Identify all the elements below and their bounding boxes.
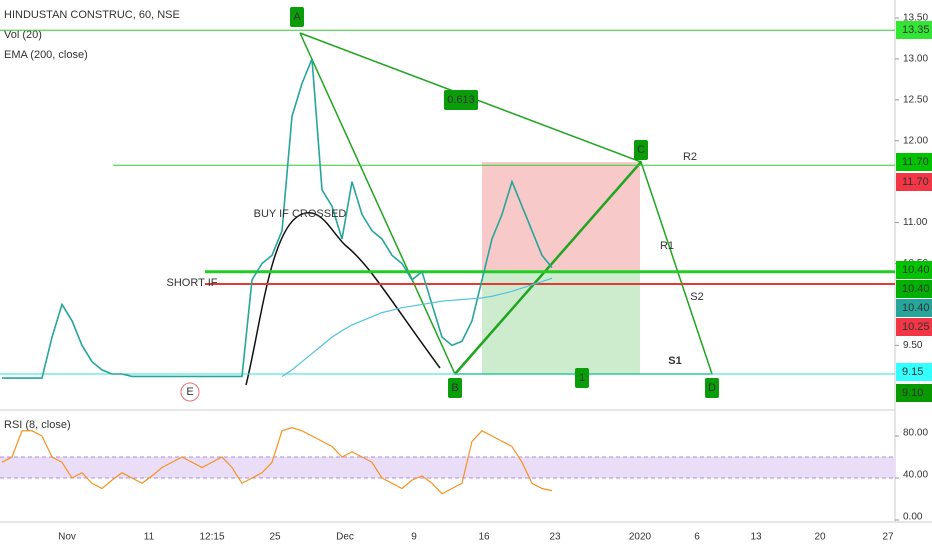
price-badge: [896, 173, 932, 191]
series-line: [1, 427, 553, 495]
price-badge: [896, 384, 932, 402]
series-line: [2, 58, 553, 379]
price-badge-label: 10.40: [902, 264, 930, 276]
x-tick-label: 2020: [629, 532, 652, 543]
annotation-label: BUY IF CROSSED: [254, 208, 347, 220]
x-tick-label: 23: [549, 532, 561, 543]
price-badge-label: 11.70: [902, 176, 929, 188]
pattern-label: D: [708, 382, 716, 394]
pattern-label: B: [451, 382, 458, 394]
price-badge-label: 10.40: [902, 283, 930, 295]
pattern-label-box: [448, 378, 462, 398]
rsi-title: RSI (8, close): [4, 419, 71, 431]
price-badge-label: 9.10: [902, 387, 923, 399]
profit-zone: [482, 270, 640, 374]
pattern-label-box: [705, 378, 719, 398]
indicator-label: Vol (20): [4, 29, 42, 41]
price-badge: [896, 280, 932, 298]
price-badge-label: 9.15: [902, 366, 923, 378]
annotation-label: SHORT IF: [167, 277, 218, 289]
x-tick-label: 16: [478, 532, 490, 543]
pattern-label-box: [444, 90, 478, 110]
axis: 9.5010.5011.0012.0012.5013.0013.500.0040…: [58, 13, 928, 543]
x-tick-label: 25: [269, 532, 281, 543]
x-tick-label: 6: [694, 532, 700, 543]
ema-black: [245, 212, 441, 386]
annotation-label: S1: [668, 355, 681, 367]
y-tick-label: 13.50: [903, 13, 928, 24]
x-tick-label: Dec: [336, 532, 354, 543]
y-tick-label: 0.00: [903, 512, 923, 523]
price-badge: [896, 261, 932, 279]
price-badge: [896, 318, 932, 336]
pattern-label-box: [575, 368, 589, 388]
x-tick-label: 9: [411, 532, 417, 543]
y-tick-label: 12.50: [903, 94, 928, 105]
series-line: [281, 277, 553, 377]
pattern-label: C: [637, 144, 645, 156]
price-badge-label: 10.40: [902, 302, 930, 314]
price-badge: [896, 21, 932, 39]
x-tick-label: 13: [750, 532, 762, 543]
price-badge: [896, 363, 932, 381]
x-tick-label: Nov: [58, 532, 76, 543]
y-tick-label: 12.00: [903, 135, 928, 146]
event-marker: [180, 382, 200, 402]
x-tick-label: 20: [814, 532, 826, 543]
price-badge-label: 13.35: [902, 24, 930, 36]
price-badge: [896, 153, 932, 171]
y-tick-label: 9.50: [903, 340, 923, 351]
price-badge-label: 10.25: [902, 321, 930, 333]
symbol-title: HINDUSTAN CONSTRUC, 60, NSE: [4, 9, 180, 21]
y-tick-label: 80.00: [903, 428, 928, 439]
y-tick-label: 13.00: [903, 54, 928, 65]
pattern-label-box: [634, 140, 648, 160]
event-label: E: [186, 386, 193, 398]
annotation-label: S2: [690, 291, 703, 303]
bc-line: [454, 161, 642, 375]
x-tick-label: 12:15: [199, 532, 224, 543]
pattern-label: 1: [579, 372, 585, 384]
y-tick-label: 40.00: [903, 470, 928, 481]
rsi-band: [0, 457, 895, 479]
annotation-label: R1: [660, 240, 674, 252]
x-tick-label: 27: [882, 532, 894, 543]
x-tick-label: 11: [144, 532, 155, 543]
annotation-label: R2: [683, 151, 697, 163]
y-tick-label: 11.00: [903, 217, 928, 228]
pattern-label: 0.613: [447, 94, 475, 106]
pattern-label: A: [293, 11, 301, 23]
indicator-label: EMA (200, close): [4, 49, 88, 61]
price-badge-label: 11.70: [902, 156, 929, 168]
price-badge: [896, 299, 932, 317]
pattern-label-box: [290, 7, 304, 27]
